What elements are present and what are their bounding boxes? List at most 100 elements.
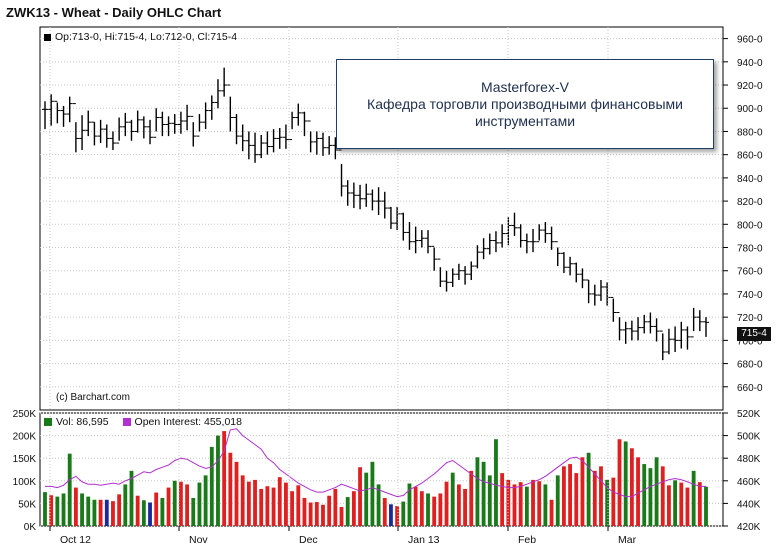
volume-bar xyxy=(518,482,523,526)
volume-bar xyxy=(376,484,381,526)
ohlc-bar xyxy=(573,262,580,283)
ohlc-bar xyxy=(375,187,382,216)
volume-bar xyxy=(197,482,202,526)
ohlc-bar xyxy=(474,245,481,269)
ohlc-bar xyxy=(672,326,679,352)
ohlc-bar xyxy=(128,119,135,141)
ohlc-bar xyxy=(703,317,709,337)
volume-bar xyxy=(531,479,535,526)
volume-bar xyxy=(401,501,406,526)
ohlc-bar xyxy=(437,258,444,287)
open-interest-line xyxy=(45,428,706,498)
volume-bar xyxy=(228,452,233,526)
ohlc-bar xyxy=(523,233,530,254)
ohlc-bar xyxy=(171,114,178,134)
ohlc-bar xyxy=(42,101,48,130)
ohlc-bar xyxy=(696,310,703,332)
volume-bar xyxy=(407,483,412,526)
volume-bar xyxy=(135,495,140,526)
price-tick-label: 840-0 xyxy=(737,174,763,185)
price-tick-label: 800-0 xyxy=(737,220,763,231)
ohlc-bar xyxy=(326,136,333,155)
ohlc-bar xyxy=(431,245,438,271)
volume-tick-label: 50K xyxy=(18,499,36,510)
volume-tick-label: 100K xyxy=(13,477,37,488)
ohlc-bar xyxy=(72,103,79,153)
ohlc-bar xyxy=(54,100,61,124)
ohlc-bar xyxy=(418,230,425,248)
ohlc-bar xyxy=(208,95,215,120)
volume-bar xyxy=(191,497,196,526)
volume-bar xyxy=(456,484,461,526)
volume-bar xyxy=(111,501,115,526)
volume-bar xyxy=(271,487,276,526)
ohlc-bar xyxy=(455,263,462,281)
annotation-line-3: инструментами xyxy=(474,112,576,129)
ohlc-bar xyxy=(381,191,388,219)
ohlc-legend: Op:713-0, Hi:715-4, Lo:712-0, Cl:715-4 xyxy=(44,31,237,43)
ohlc-bar xyxy=(85,110,92,137)
ohlc-bar xyxy=(357,184,364,210)
volume-bar xyxy=(277,477,282,526)
volume-bar xyxy=(314,502,319,526)
volume-bar xyxy=(185,484,189,526)
chart-title: ZWK13 - Wheat - Daily OHLC Chart xyxy=(6,5,222,20)
ohlc-bar xyxy=(190,115,197,147)
ohlc-bar xyxy=(221,67,228,97)
volume-bar xyxy=(555,475,560,526)
ohlc-bar xyxy=(622,321,629,344)
ohlc-bar xyxy=(530,228,537,253)
volume-bar xyxy=(296,485,301,526)
open-interest-y-axis: 420K 440K 460K 480K 500K 520K xyxy=(723,409,761,533)
legend-square-icon xyxy=(44,33,51,41)
ohlc-bar xyxy=(585,279,592,304)
volume-bar xyxy=(697,482,702,526)
volume-bar xyxy=(117,494,122,526)
volume-bar xyxy=(524,486,529,526)
volume-bar xyxy=(370,461,375,526)
ohlc-legend-text: Op:713-0, Hi:715-4, Lo:712-0, Cl:715-4 xyxy=(55,31,238,43)
volume-bar xyxy=(419,491,424,526)
volume-bar xyxy=(67,453,72,526)
volume-tick-label: 150K xyxy=(13,454,37,465)
volume-legend-text: Vol: 86,595 xyxy=(56,416,109,428)
volume-y-axis: 0K 50K 100K 150K 200K 250K xyxy=(13,409,37,533)
ohlc-bar xyxy=(635,317,642,341)
copyright-text: (c) Barchart.com xyxy=(56,392,130,403)
volume-bar xyxy=(104,499,109,526)
ohlc-bar xyxy=(647,312,654,334)
ohlc-bar xyxy=(307,120,314,153)
ohlc-bar xyxy=(338,149,345,197)
volume-bar xyxy=(234,461,239,526)
x-tick-label: Mar xyxy=(618,534,637,546)
ohlc-bar xyxy=(597,280,604,301)
volume-bar xyxy=(49,495,54,526)
ohlc-bar xyxy=(363,183,370,207)
price-tick-label: 880-0 xyxy=(737,127,763,138)
x-tick-label: Feb xyxy=(518,534,536,546)
volume-bars xyxy=(43,431,708,526)
x-tick-label: Oct 12 xyxy=(60,534,91,546)
volume-bar xyxy=(642,464,647,526)
volume-bar xyxy=(512,484,517,526)
ohlc-bar xyxy=(369,189,376,211)
ohlc-bar xyxy=(387,206,394,229)
volume-bar xyxy=(685,487,690,526)
volume-bar xyxy=(290,491,295,526)
ohlc-bar xyxy=(289,111,296,141)
volume-bar xyxy=(660,466,665,526)
volume-bar xyxy=(629,448,634,526)
oi-tick-label: 520K xyxy=(737,409,761,420)
volume-bar xyxy=(617,439,622,526)
x-tick-label: Dec xyxy=(299,534,318,546)
volume-bar xyxy=(574,473,579,526)
volume-bar xyxy=(351,491,356,526)
annotation-box: Masterforex-V Кафедра торговли производн… xyxy=(336,59,714,149)
ohlc-bar xyxy=(548,226,555,250)
volume-tick-label: 250K xyxy=(13,409,37,420)
last-price-tag: 715-4 xyxy=(737,327,771,341)
volume-bar xyxy=(172,480,177,526)
price-tick-label: 960-0 xyxy=(737,35,763,46)
ohlc-bar xyxy=(313,131,320,155)
volume-bar xyxy=(494,439,498,526)
